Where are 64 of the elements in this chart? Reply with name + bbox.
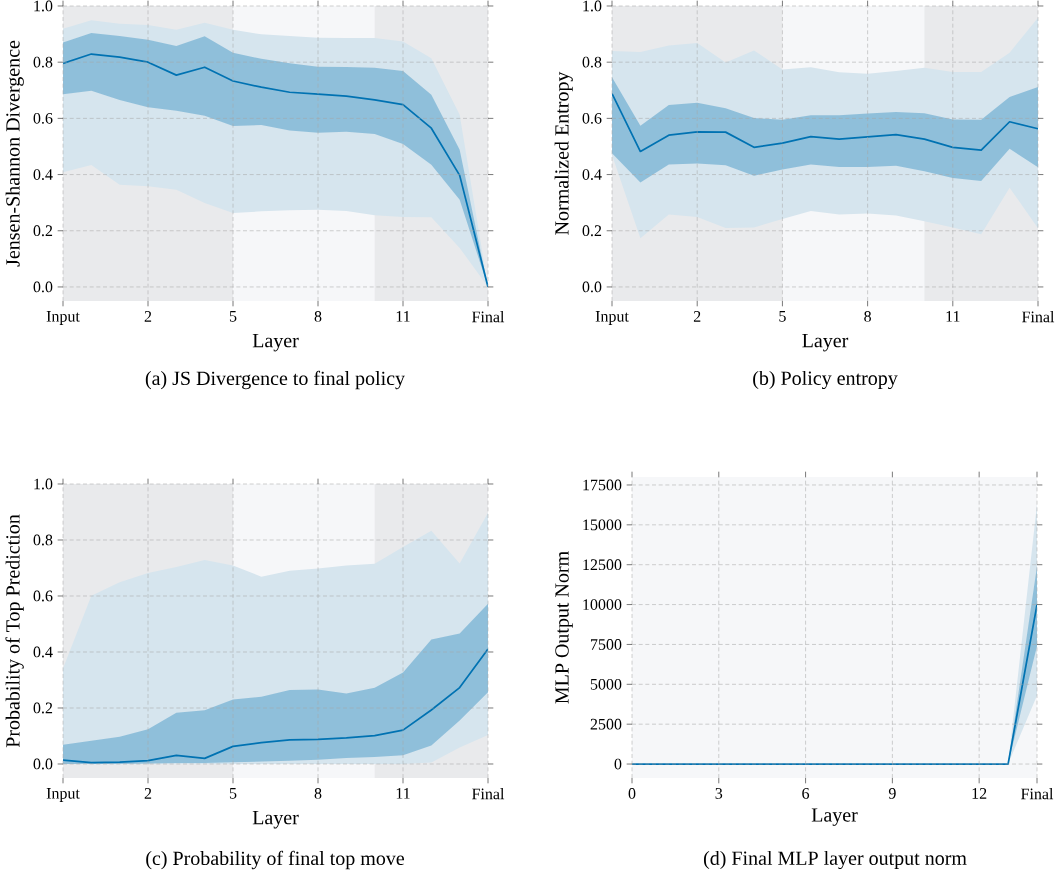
y-axis-title: Probability of Top Prediction	[5, 514, 24, 748]
y-tick-label: 17500	[583, 479, 622, 491]
text: (c) Probability of final top move	[146, 850, 405, 870]
x-tick-label: 9	[888, 788, 896, 799]
x-tick-label: 8	[314, 788, 322, 799]
x-tick-label: Input	[46, 788, 80, 802]
y-tick-label: 0.8	[582, 56, 602, 68]
y-tick-label: 0	[614, 758, 622, 770]
y-tick-label: 0.6	[582, 112, 602, 124]
x-tick-label: Input	[46, 311, 80, 325]
x-tick-label: Input	[595, 311, 629, 325]
text: (d) Final MLP layer output norm	[703, 850, 967, 870]
x-tick-label: 2	[144, 788, 152, 799]
y-tick-label: 0.6	[33, 112, 53, 124]
x-axis-title: Layer	[802, 334, 849, 352]
y-tick-label: 5000	[590, 678, 622, 690]
y-tick-label: 0.0	[582, 281, 602, 293]
y-tick-label: 0.4	[582, 169, 602, 180]
y-tick-label: 0.0	[33, 281, 53, 293]
x-tick-label: Final	[472, 788, 505, 800]
y-tick-label: 7500	[591, 639, 622, 650]
x-tick-label: 2	[693, 311, 701, 322]
x-tick-label: 2	[144, 311, 152, 322]
x-tick-label: 8	[864, 311, 871, 322]
x-tick-label: 3	[715, 788, 723, 799]
x-tick-label: 11	[946, 311, 960, 322]
y-axis-title: MLP Output Norm	[555, 551, 573, 704]
y-tick-label: 15000	[583, 519, 622, 531]
x-tick-label: 11	[396, 788, 410, 799]
line-series	[63, 648, 489, 764]
y-tick-label: 0.0	[33, 758, 53, 770]
y-tick-label: 2500	[590, 718, 622, 730]
x-tick-label: 6	[802, 788, 810, 799]
y-tick-label: 1.0	[34, 0, 53, 12]
y-tick-label: 0.8	[33, 56, 53, 68]
y-tick-label: 10000	[583, 599, 622, 610]
y-tick-label: 0.4	[33, 646, 53, 658]
x-axis-title: Layer	[252, 811, 299, 829]
x-tick-label: 5	[229, 788, 237, 799]
x-tick-label: 0	[628, 788, 636, 799]
y-tick-label: 12500	[583, 559, 622, 571]
x-axis-title: Layer	[811, 808, 858, 826]
x-tick-label: 11	[396, 311, 410, 322]
x-tick-label: Final	[1021, 788, 1054, 800]
y-axis-title: Jensen-Shannon Divergence	[5, 40, 24, 267]
text: (a) JS Divergence to final policy	[145, 370, 405, 390]
x-tick-label: Final	[1022, 311, 1055, 323]
x-tick-label: 5	[779, 311, 786, 322]
y-tick-label: 0.2	[582, 225, 602, 237]
x-tick-label: 5	[229, 311, 237, 322]
y-tick-label: 0.8	[33, 534, 53, 546]
y-tick-label: 1.0	[583, 0, 602, 12]
y-tick-label: 0.4	[33, 169, 53, 180]
x-tick-label: 8	[314, 311, 322, 322]
x-tick-label: 12	[972, 788, 987, 799]
line-series	[612, 92, 1039, 153]
text: (b) Policy entropy	[753, 370, 898, 390]
y-tick-label: 0.2	[33, 702, 53, 714]
y-tick-label: 0.2	[33, 225, 53, 237]
y-tick-label: 0.6	[33, 590, 53, 602]
y-axis-title: Normalized Entropy	[554, 71, 573, 235]
y-tick-label: 1.0	[34, 478, 53, 490]
x-tick-label: Final	[472, 311, 505, 323]
x-axis-title: Layer	[252, 334, 299, 352]
